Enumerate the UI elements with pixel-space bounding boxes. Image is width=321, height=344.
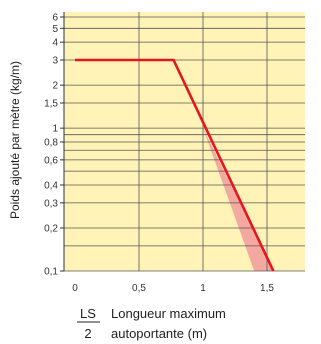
y-tick-label: 4: [52, 38, 58, 49]
y-tick-label: 1: [52, 124, 58, 135]
x-tick-label: 0: [72, 283, 78, 294]
plot-background: [64, 12, 305, 271]
x-tick-label: 1,5: [260, 283, 274, 294]
y-tick-label: 0,8: [44, 137, 58, 148]
x-tick-label: 1: [200, 283, 206, 294]
y-axis-group: 0,1 0,2 0,3 0,4 0,6 0,8 1 1,5 2 3 4 56: [44, 12, 64, 277]
y-tick-label: 0,6: [44, 155, 58, 166]
x-axis-group: 0 0,5 1 1,5: [72, 283, 274, 294]
y-tick-label: 3: [52, 56, 58, 67]
y-tick-label: 2: [52, 81, 58, 92]
x-axis-label-line2: autoportante (m): [111, 326, 207, 341]
y-tick-label: 1,5: [44, 99, 58, 110]
y-axis-label: Poids ajouté par mètre (kg/m): [8, 61, 22, 219]
x-axis-label-line1: Longueur maximum: [111, 306, 226, 321]
x-label-symbol-bottom: 2: [84, 326, 91, 341]
y-tick-label: 0,2: [44, 223, 58, 234]
y-tick-label: 6: [52, 12, 58, 23]
x-tick-label: 0,5: [132, 283, 146, 294]
x-label-symbol-top: LS: [80, 306, 96, 321]
y-tick-label: 0,3: [44, 198, 58, 209]
y-tick-label: 0,4: [44, 180, 58, 191]
y-tick-label: 5: [52, 24, 58, 35]
y-tick-label: 0,1: [44, 267, 58, 278]
